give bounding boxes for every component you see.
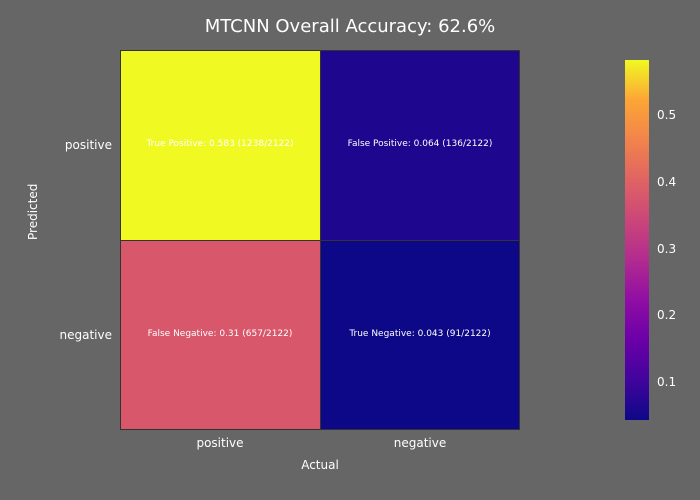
figure: MTCNN Overall Accuracy: 62.6% True Posit…: [0, 0, 700, 500]
colorbar-tick: 0.3: [649, 242, 676, 256]
y-tick-positive: positive: [65, 138, 120, 152]
colorbar: 0.10.20.30.40.5: [625, 60, 649, 420]
x-axis-label: Actual: [120, 458, 520, 472]
x-tick-positive: positive: [196, 430, 243, 450]
cell-label: True Negative: 0.043 (91/2122): [345, 325, 494, 345]
grid-line-horizontal: [120, 240, 520, 241]
cell-label: False Positive: 0.064 (136/2122): [344, 135, 497, 155]
cell-true-positive: True Positive: 0.583 (1238/2122): [120, 50, 320, 240]
colorbar-gradient: [625, 60, 649, 420]
x-tick-negative: negative: [394, 430, 446, 450]
colorbar-tick: 0.2: [649, 308, 676, 322]
y-axis-label: Predicted: [26, 184, 40, 240]
confusion-matrix-heatmap: True Positive: 0.583 (1238/2122) False P…: [120, 50, 520, 430]
chart-title: MTCNN Overall Accuracy: 62.6%: [0, 16, 700, 37]
cell-true-negative: True Negative: 0.043 (91/2122): [320, 240, 520, 430]
colorbar-tick: 0.1: [649, 375, 676, 389]
cell-false-positive: False Positive: 0.064 (136/2122): [320, 50, 520, 240]
cell-label: False Negative: 0.31 (657/2122): [144, 325, 297, 345]
y-tick-negative: negative: [60, 328, 120, 342]
colorbar-tick: 0.4: [649, 175, 676, 189]
cell-false-negative: False Negative: 0.31 (657/2122): [120, 240, 320, 430]
cell-label: True Positive: 0.583 (1238/2122): [142, 135, 297, 155]
plot-area: True Positive: 0.583 (1238/2122) False P…: [120, 50, 520, 430]
colorbar-tick: 0.5: [649, 108, 676, 122]
